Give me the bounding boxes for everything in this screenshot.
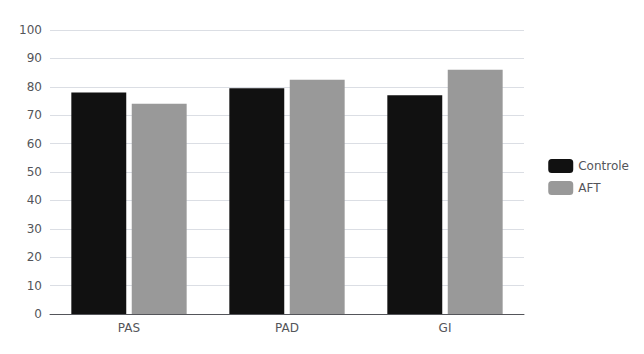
svg-text:PAS: PAS	[118, 321, 140, 335]
svg-text:80: 80	[27, 80, 42, 94]
svg-text:100: 100	[19, 23, 42, 37]
svg-text:Controle: Controle	[578, 159, 629, 173]
svg-text:50: 50	[27, 165, 42, 179]
svg-text:PAD: PAD	[275, 321, 299, 335]
svg-text:20: 20	[27, 250, 42, 264]
svg-text:90: 90	[27, 51, 42, 65]
svg-text:0: 0	[34, 307, 42, 321]
svg-text:GI: GI	[439, 321, 452, 335]
svg-text:60: 60	[27, 137, 42, 151]
svg-text:10: 10	[27, 279, 42, 293]
svg-text:40: 40	[27, 193, 42, 207]
svg-text:AFT: AFT	[578, 181, 601, 195]
svg-text:70: 70	[27, 108, 42, 122]
svg-text:30: 30	[27, 222, 42, 236]
